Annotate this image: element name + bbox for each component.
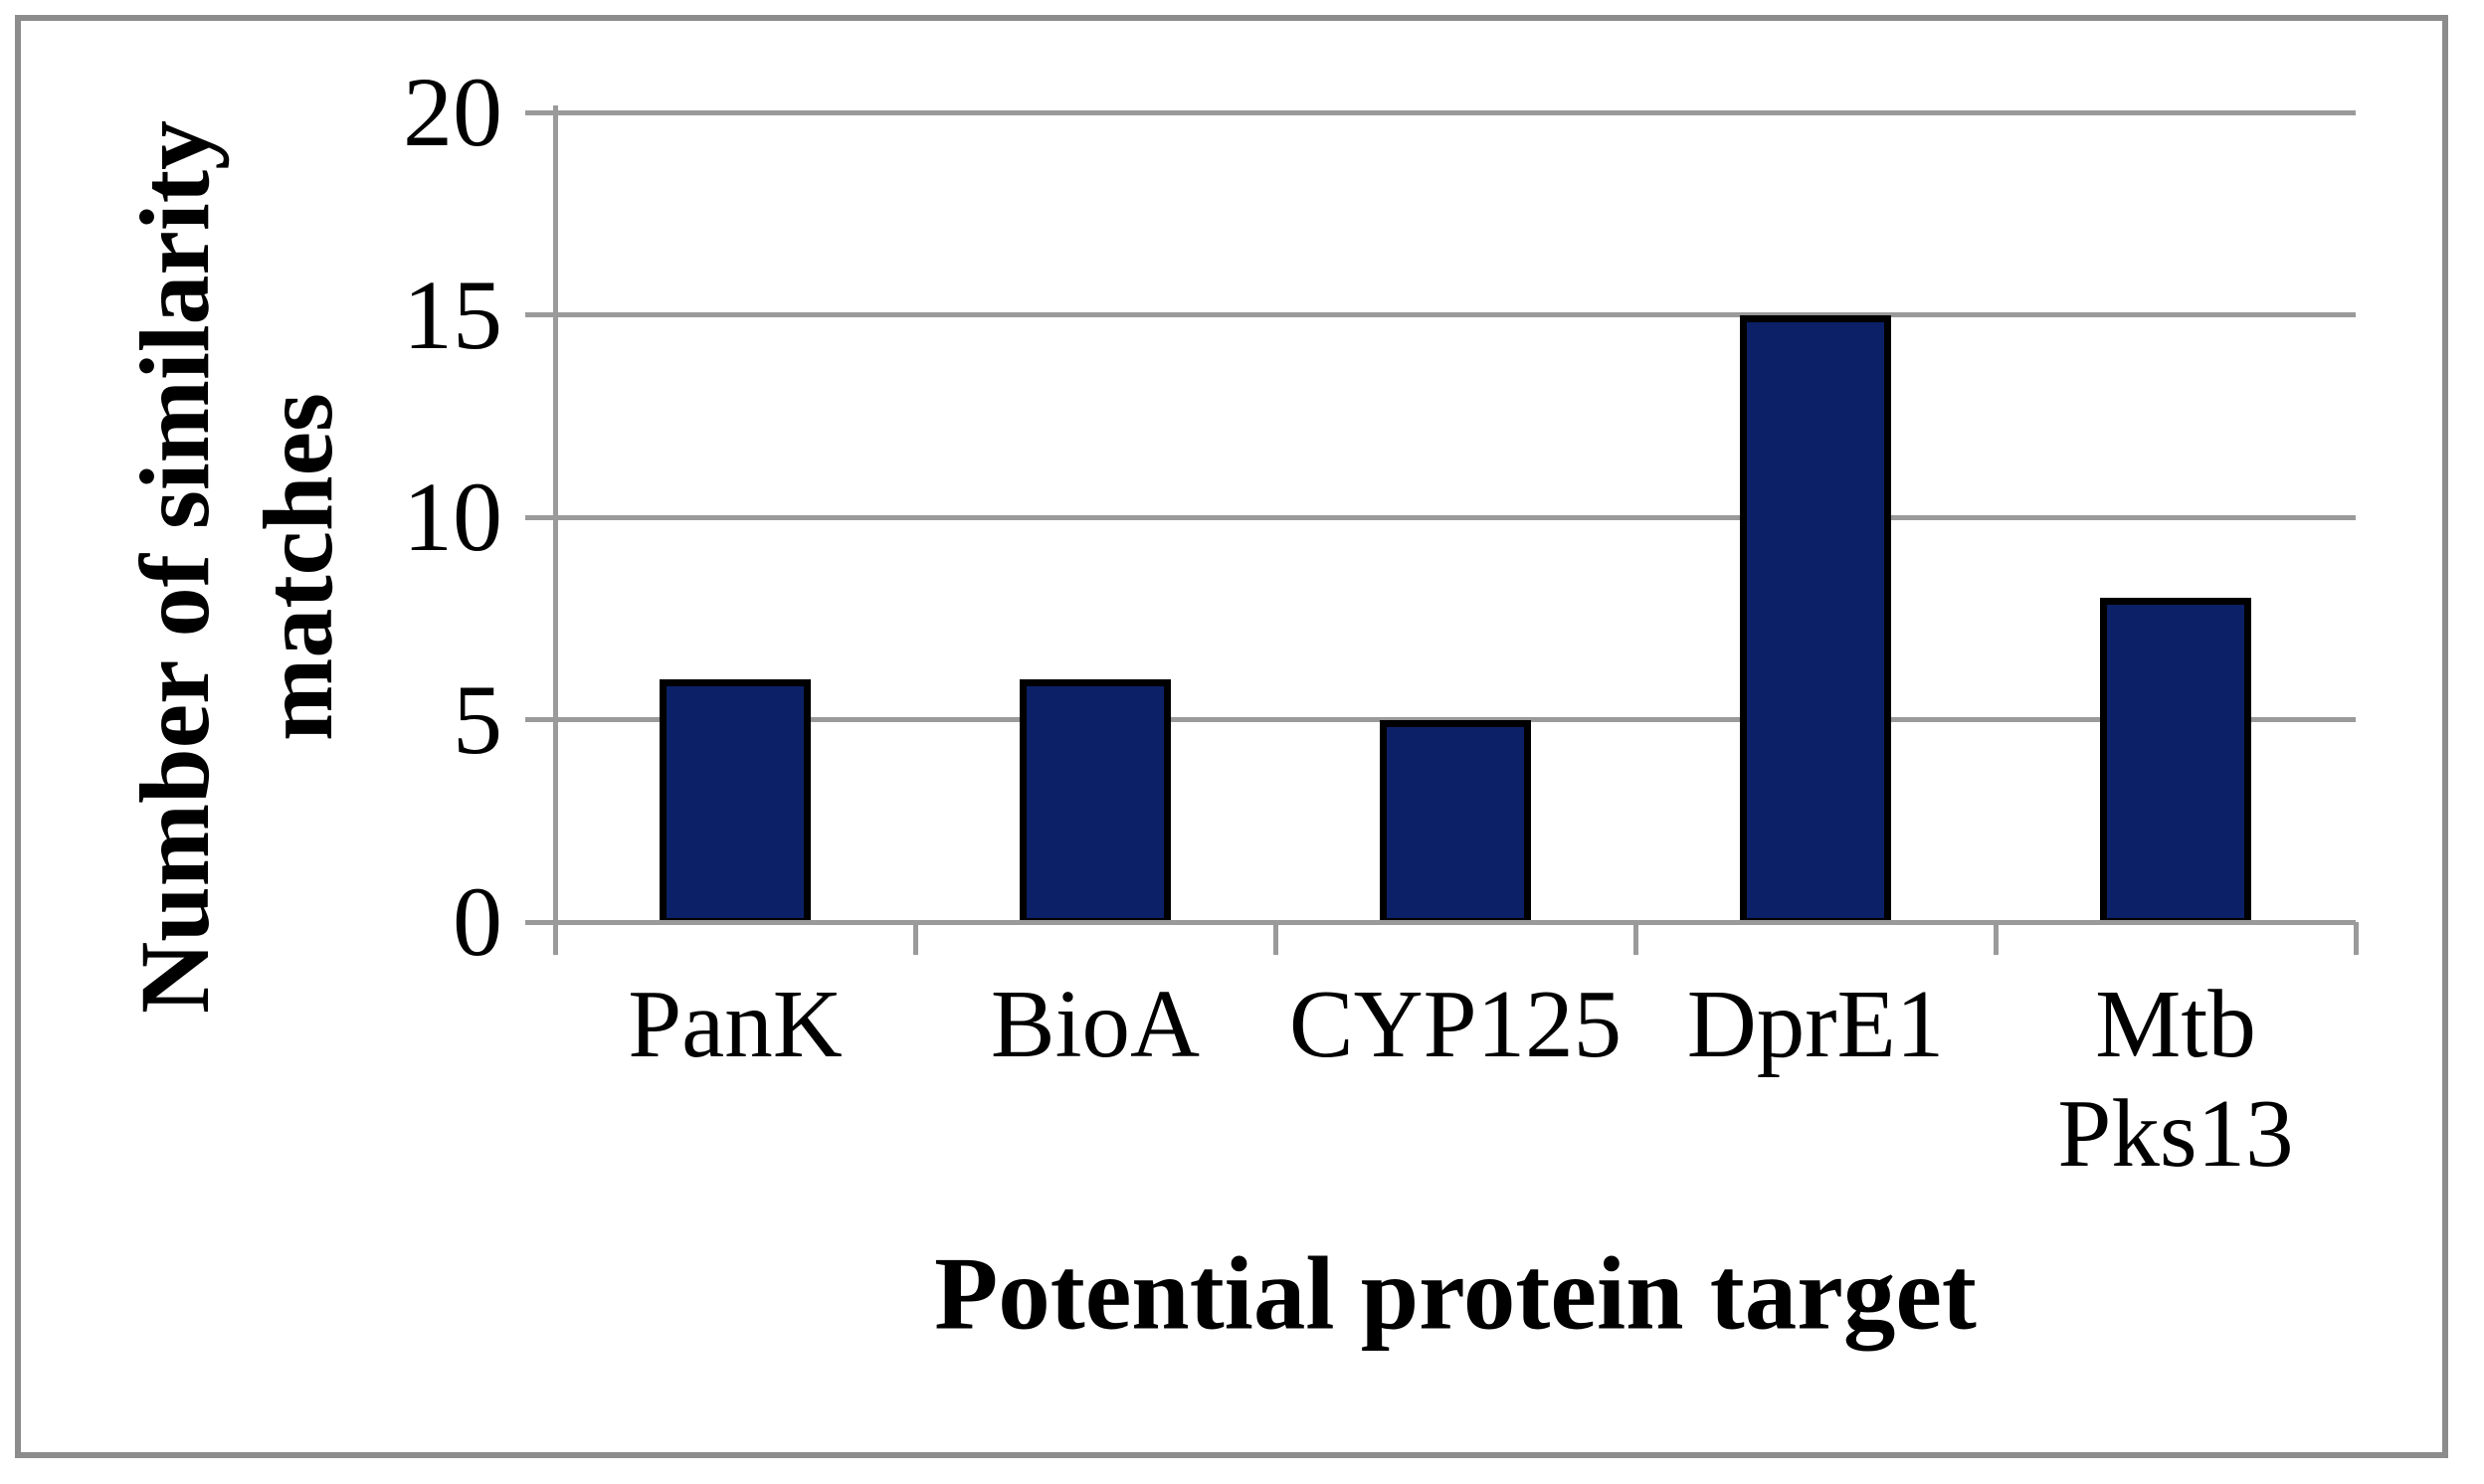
y-tick-label-0: 0 (453, 866, 502, 977)
x-tick-0 (552, 922, 558, 955)
figure-border (15, 15, 2448, 1458)
bar-pank (660, 678, 811, 925)
bar-dpre1 (1740, 314, 1891, 925)
category-label-cyp125: CYP125 (1288, 971, 1623, 1077)
x-tick-2 (1272, 922, 1278, 955)
x-tick-5 (2353, 922, 2359, 955)
y-axis-line (552, 105, 558, 953)
y-tick-label-10: 10 (403, 462, 502, 572)
y-tick-label-20: 20 (403, 57, 502, 167)
x-axis-title: Potential protein target (934, 1234, 1977, 1352)
bar-bioa (1020, 678, 1171, 925)
x-axis-baseline (525, 919, 2356, 925)
category-label-dpre1: DprE1 (1686, 971, 1945, 1077)
bar-mtb-pks13 (2100, 598, 2251, 925)
gridline-y-10 (525, 514, 2356, 520)
category-label-bioa: BioA (990, 971, 1201, 1077)
x-tick-3 (1632, 922, 1638, 955)
y-tick-label-15: 15 (403, 259, 502, 370)
x-tick-4 (1993, 922, 1999, 955)
x-tick-1 (912, 922, 918, 955)
category-label-pank: PanK (628, 971, 843, 1077)
gridline-y-20 (525, 109, 2356, 115)
y-tick-label-5: 5 (453, 663, 502, 775)
category-label-mtb-pks13: Mtb Pks13 (2057, 971, 2294, 1187)
bar-cyp125 (1380, 719, 1531, 925)
gridline-y-15 (525, 312, 2356, 317)
